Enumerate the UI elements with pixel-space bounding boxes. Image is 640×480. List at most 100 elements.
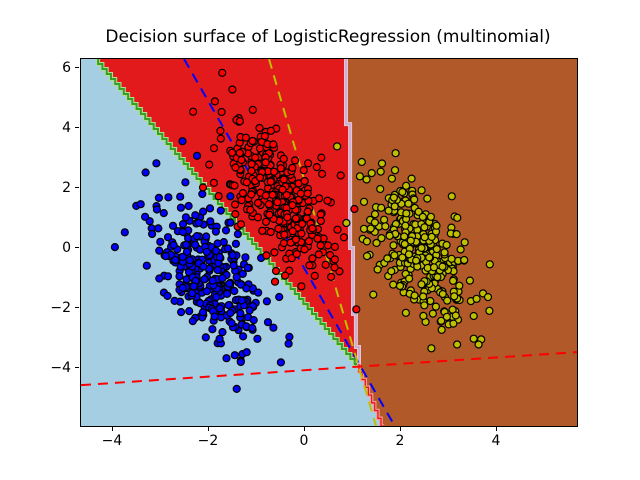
data-point-class-0 xyxy=(194,218,203,227)
data-point-class-0 xyxy=(242,348,251,357)
data-point-class-0 xyxy=(178,283,187,292)
data-point-class-0 xyxy=(249,316,258,325)
data-point-class-2 xyxy=(377,234,386,243)
data-point-class-2 xyxy=(414,207,423,216)
data-point-class-1 xyxy=(235,117,244,126)
data-point-class-2 xyxy=(377,159,387,168)
data-point-class-1 xyxy=(241,133,250,142)
data-point-class-0 xyxy=(253,334,262,343)
data-point-class-2 xyxy=(401,308,410,317)
data-point-class-1 xyxy=(336,171,345,180)
data-point-class-1 xyxy=(281,271,290,280)
data-point-class-1 xyxy=(237,196,246,205)
y-tick-label: −2 xyxy=(50,299,71,316)
data-point-class-2 xyxy=(404,199,413,208)
data-point-class-2 xyxy=(419,311,428,320)
data-point-class-2 xyxy=(370,218,379,227)
data-point-class-0 xyxy=(191,211,200,220)
data-point-class-0 xyxy=(206,217,215,226)
data-point-class-2 xyxy=(406,236,415,245)
data-point-class-0 xyxy=(156,237,165,246)
data-point-class-2 xyxy=(380,215,389,224)
data-point-class-0 xyxy=(171,255,180,265)
data-point-class-2 xyxy=(469,334,478,343)
data-point-class-0 xyxy=(262,297,271,306)
data-point-class-0 xyxy=(222,354,231,363)
data-point-class-2 xyxy=(432,245,441,254)
data-point-class-1 xyxy=(247,166,256,176)
data-point-class-2 xyxy=(453,340,462,349)
data-point-class-1 xyxy=(280,230,289,239)
data-point-class-1 xyxy=(261,217,271,226)
data-point-class-0 xyxy=(211,227,220,236)
data-point-class-1 xyxy=(242,178,251,187)
data-point-class-1 xyxy=(214,192,223,201)
y-tick-label: 0 xyxy=(62,239,71,256)
data-point-class-0 xyxy=(202,232,211,241)
data-point-class-1 xyxy=(198,183,208,192)
data-point-class-0 xyxy=(269,323,278,332)
data-point-class-1 xyxy=(296,189,305,198)
data-point-class-0 xyxy=(229,261,238,270)
data-point-class-2 xyxy=(437,316,446,325)
y-tick-mark xyxy=(75,367,79,368)
data-point-class-2 xyxy=(474,340,483,349)
data-point-class-1 xyxy=(287,254,296,263)
data-point-class-0 xyxy=(227,319,236,328)
data-point-class-1 xyxy=(327,272,336,281)
data-point-class-1 xyxy=(248,105,257,115)
data-point-class-2 xyxy=(451,311,460,320)
data-point-class-2 xyxy=(391,149,400,158)
data-point-class-2 xyxy=(426,212,435,221)
data-point-class-1 xyxy=(292,249,301,259)
data-point-class-1 xyxy=(246,205,255,214)
data-point-class-1 xyxy=(304,159,313,168)
data-point-class-2 xyxy=(410,291,419,300)
x-tick-mark xyxy=(304,427,305,431)
data-point-class-1 xyxy=(330,263,339,272)
data-point-class-0 xyxy=(231,239,240,248)
y-tick-label: 2 xyxy=(62,179,71,196)
data-point-class-0 xyxy=(163,272,173,281)
data-point-class-0 xyxy=(169,240,178,250)
x-tick-mark xyxy=(112,427,113,431)
data-point-class-1 xyxy=(231,163,240,172)
data-point-class-1 xyxy=(210,97,219,106)
data-point-class-2 xyxy=(359,224,369,233)
data-point-class-0 xyxy=(188,317,197,326)
data-point-class-0 xyxy=(168,221,178,230)
data-point-class-2 xyxy=(460,238,469,247)
data-point-class-0 xyxy=(178,220,188,229)
data-point-class-2 xyxy=(373,265,382,274)
data-point-class-0 xyxy=(176,192,185,201)
data-point-class-1 xyxy=(318,169,327,179)
data-point-class-1 xyxy=(217,107,226,117)
data-point-class-0 xyxy=(223,289,232,298)
data-point-class-1 xyxy=(260,131,269,141)
data-point-class-2 xyxy=(423,194,432,203)
data-point-class-2 xyxy=(420,233,429,242)
chart-title: Decision surface of LogisticRegression (… xyxy=(105,27,551,47)
data-point-class-1 xyxy=(247,190,256,199)
data-point-class-1 xyxy=(313,234,322,243)
plot-area xyxy=(80,58,578,427)
data-point-class-0 xyxy=(230,286,239,296)
data-point-class-2 xyxy=(442,240,451,250)
data-point-class-0 xyxy=(110,243,120,252)
data-point-class-1 xyxy=(310,271,319,280)
data-point-class-1 xyxy=(255,123,264,133)
data-point-class-2 xyxy=(362,252,372,261)
data-point-class-0 xyxy=(187,289,197,298)
data-point-class-0 xyxy=(198,207,208,216)
data-point-class-2 xyxy=(381,222,390,231)
data-point-class-0 xyxy=(216,206,225,215)
data-point-class-2 xyxy=(362,175,371,184)
data-point-class-2 xyxy=(438,262,447,271)
data-point-class-0 xyxy=(198,308,208,317)
data-point-class-1 xyxy=(308,254,317,263)
data-point-class-2 xyxy=(372,238,381,248)
data-point-class-1 xyxy=(299,166,308,175)
data-point-class-2 xyxy=(376,167,385,176)
data-point-class-2 xyxy=(449,276,458,285)
data-point-class-2 xyxy=(395,281,405,291)
